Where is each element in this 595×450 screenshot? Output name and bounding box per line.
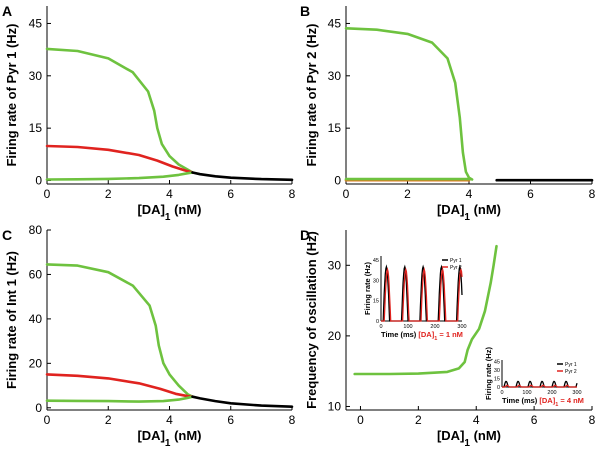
inset-x-tick-label: 200 — [430, 324, 439, 330]
x-tick-label: 2 — [404, 187, 411, 201]
panel-label: C — [2, 227, 12, 243]
inset-x-tick-label: 200 — [547, 390, 556, 396]
panel-label: B — [300, 3, 310, 19]
inset-x-axis-label: Time (ms) [DA]1 = 1 nM — [381, 330, 463, 342]
panel-a: A 0 2 4 6 8 0 15 30 45 [DA]1 (nM) Firing rate of Py… — [2, 3, 296, 223]
y-axis-label: Firing rate of Pyr 1 (Hz) — [4, 23, 19, 166]
x-tick-label: 0 — [357, 413, 364, 427]
inset-x-tick-label: 100 — [403, 324, 412, 330]
series-line-green — [45, 395, 194, 403]
x-tick-label: 6 — [227, 187, 234, 201]
panel-label: D — [300, 227, 310, 243]
y-tick-label: 20 — [29, 356, 43, 370]
inset-legend-label: Pyr 2 — [565, 369, 577, 375]
x-tick-label: 2 — [105, 187, 112, 201]
inset-x-tick-label: 0 — [379, 324, 382, 330]
series-line-green — [353, 244, 498, 376]
y-tick-label: 30 — [328, 69, 342, 83]
x-tick-label: 8 — [589, 187, 595, 201]
y-tick-label: 45 — [29, 16, 43, 30]
y-axis-label: Firing rate of Int 1 (Hz) — [4, 251, 19, 389]
y-tick-label: 30 — [29, 69, 43, 83]
series-line-green — [45, 171, 194, 181]
y-tick-label: 80 — [29, 223, 43, 237]
inset-y-tick-label: 30 — [373, 278, 379, 284]
inset-legend-label: Pyr 1 — [565, 362, 577, 368]
x-axis-label: [DA]1 (nM) — [437, 202, 501, 223]
inset-y-tick-label: 0 — [376, 319, 379, 325]
y-tick-label: 0 — [35, 401, 42, 415]
series-line-green — [45, 263, 194, 398]
inset-y-tick-label: 45 — [494, 360, 500, 366]
x-tick-label: 4 — [166, 413, 173, 427]
y-tick-label: 0 — [35, 174, 42, 188]
x-tick-label: 8 — [589, 413, 595, 427]
inset-legend-label: Pyr 2 — [450, 265, 462, 271]
inset-series-pyr2 — [502, 384, 577, 388]
inset-y-tick-label: 15 — [373, 299, 379, 305]
x-axis-label: [DA]1 (nM) — [137, 202, 201, 223]
inset-legend-label: Pyr 1 — [450, 258, 462, 264]
x-axis-label: [DA]1 (nM) — [137, 428, 201, 449]
y-tick-label: 10 — [328, 399, 342, 413]
x-tick-label: 2 — [105, 413, 112, 427]
inset-y-tick-label: 15 — [494, 377, 500, 383]
x-tick-label: 2 — [415, 413, 422, 427]
y-tick-label: 0 — [334, 174, 341, 188]
inset-x-tick-label: 100 — [522, 390, 531, 396]
y-tick-label: 40 — [29, 312, 43, 326]
y-axis-label: Firing rate of Pyr 2 (Hz) — [304, 23, 319, 166]
series-line-black — [191, 395, 294, 408]
x-tick-label: 8 — [289, 413, 296, 427]
series-line-green — [344, 27, 474, 181]
inset-y-axis-label: Firing rate (Hz) — [484, 347, 493, 400]
x-tick-label: 6 — [531, 413, 538, 427]
x-axis-label: [DA]1 (nM) — [437, 428, 501, 449]
x-tick-label: 6 — [527, 187, 534, 201]
x-tick-label: 6 — [227, 413, 234, 427]
inset-x-tick-label: 0 — [500, 390, 503, 396]
inset-x-tick-label: 300 — [457, 324, 466, 330]
y-tick-label: 15 — [328, 121, 342, 135]
panel-b: B 0 2 4 6 8 0 15 30 45 [DA]1 (nM) Firing rate of Py… — [300, 3, 595, 223]
series-line-red — [45, 144, 194, 174]
inset-y-axis-label: Firing rate (Hz) — [363, 262, 372, 315]
inset-x-axis-label: Time (ms) [DA]1 = 4 nM — [502, 396, 584, 408]
inset-series-pyr2 — [381, 267, 463, 322]
inset-y-tick-label: 30 — [494, 368, 500, 374]
panel-d: D 0 2 4 6 8 10 20 30 [DA]1 (nM) Frequency of oscil… — [300, 227, 595, 449]
y-tick-label: 15 — [29, 121, 43, 135]
x-tick-label: 0 — [44, 413, 51, 427]
series-line-green — [45, 47, 194, 174]
series-line-red — [45, 373, 194, 398]
x-tick-label: 4 — [473, 413, 480, 427]
x-tick-label: 8 — [289, 187, 296, 201]
x-tick-label: 0 — [343, 187, 350, 201]
panel-label: A — [2, 3, 12, 19]
series-line-black — [191, 171, 294, 182]
x-tick-label: 4 — [466, 187, 473, 201]
y-axis-label: Frequency of oscillation (Hz) — [304, 231, 319, 409]
x-tick-label: 0 — [44, 187, 51, 201]
y-tick-label: 45 — [328, 16, 342, 30]
inset-y-tick-label: 0 — [497, 385, 500, 391]
y-tick-label: 30 — [328, 258, 342, 272]
x-tick-label: 4 — [166, 187, 173, 201]
y-tick-label: 60 — [29, 267, 43, 281]
y-tick-label: 20 — [328, 329, 342, 343]
inset-x-tick-label: 300 — [572, 390, 581, 396]
inset-y-tick-label: 45 — [373, 258, 379, 264]
